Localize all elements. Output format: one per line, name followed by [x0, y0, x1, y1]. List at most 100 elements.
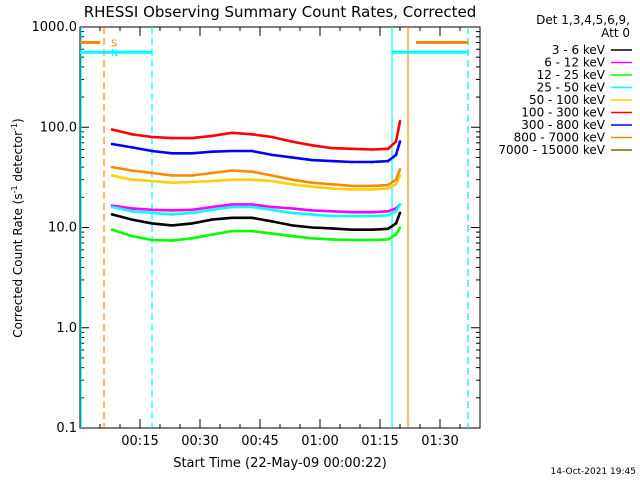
flag-label: S — [111, 39, 117, 50]
data-point — [270, 232, 274, 235]
data-point — [310, 158, 314, 162]
x-tick-label: 01:00 — [301, 434, 338, 449]
data-point — [190, 211, 194, 215]
data-point — [310, 181, 314, 184]
data-point — [350, 238, 354, 242]
data-point — [386, 238, 390, 241]
data-point — [170, 174, 174, 177]
data-point — [270, 179, 274, 183]
data-point — [386, 187, 390, 190]
data-point — [370, 238, 374, 242]
data-point — [190, 136, 194, 140]
data-point — [130, 210, 134, 213]
data-point — [370, 160, 374, 164]
data-point — [190, 222, 194, 225]
data-point — [370, 228, 374, 232]
data-point — [310, 209, 314, 212]
y-tick-label: 1.0 — [56, 321, 77, 336]
data-point — [350, 147, 354, 151]
data-point — [170, 239, 174, 242]
legend-header-2: Att 0 — [601, 26, 630, 40]
data-point — [150, 208, 154, 212]
data-point — [398, 226, 402, 229]
data-point — [270, 220, 274, 223]
data-point — [230, 205, 234, 209]
data-point — [210, 205, 214, 209]
data-point — [270, 135, 274, 139]
legend-label: 6 - 12 keV — [544, 56, 606, 70]
data-point — [370, 184, 374, 188]
data-point — [250, 203, 254, 206]
data-point — [110, 228, 114, 232]
data-point — [290, 211, 294, 215]
data-point — [170, 136, 174, 140]
data-point — [394, 233, 398, 236]
data-point — [398, 174, 402, 177]
data-point — [130, 178, 134, 181]
data-point — [230, 178, 234, 181]
data-point — [210, 208, 214, 212]
data-point — [130, 218, 134, 221]
data-point — [150, 149, 154, 153]
data-point — [270, 153, 274, 157]
data-point — [330, 227, 334, 230]
svg-text:Corrected Count Rate (s-1 dete: Corrected Count Rate (s-1 detector-1) — [10, 118, 25, 337]
data-point — [330, 187, 334, 190]
data-point — [370, 148, 374, 151]
legend-label: 3 - 6 keV — [552, 43, 606, 57]
data-point — [130, 234, 134, 238]
data-point — [330, 210, 334, 213]
data-point — [250, 149, 254, 153]
x-tick-label: 00:30 — [181, 434, 218, 449]
legend-label: 50 - 100 keV — [529, 93, 606, 107]
data-point — [394, 222, 398, 225]
data-point — [150, 179, 154, 183]
data-point — [170, 224, 174, 227]
data-point — [398, 140, 402, 143]
data-point — [270, 208, 274, 212]
series-line — [111, 141, 402, 164]
data-point — [250, 178, 254, 181]
data-point — [386, 214, 390, 217]
plot-area: 1000.0 100.0 10.0 1.0 0.1 00:15 00:30 00:45 01:… — [32, 20, 481, 449]
data-point — [394, 210, 398, 213]
data-point — [270, 205, 274, 209]
data-point — [250, 229, 254, 233]
data-point — [386, 210, 390, 213]
data-point — [250, 170, 254, 174]
data-point — [210, 150, 214, 154]
legend-label: 25 - 50 keV — [537, 81, 606, 95]
data-point — [398, 168, 402, 171]
data-point — [290, 178, 294, 181]
data-point — [330, 214, 334, 218]
y-tick-label: 1000.0 — [32, 20, 78, 35]
data-point — [290, 224, 294, 227]
series-line — [111, 120, 402, 151]
series-line — [111, 174, 402, 191]
data-point — [386, 147, 390, 151]
y-tick-label: 10.0 — [48, 221, 77, 236]
data-point — [350, 210, 354, 214]
x-tick-label: 01:15 — [361, 434, 398, 449]
data-point — [110, 165, 114, 169]
data-point — [110, 205, 114, 209]
data-point — [398, 211, 402, 215]
data-point — [210, 134, 214, 138]
y-tick-label: 100.0 — [40, 120, 77, 135]
data-point — [110, 213, 114, 216]
data-point — [394, 182, 398, 186]
data-point — [130, 146, 134, 149]
data-point — [310, 226, 314, 229]
x-tick-label: 00:45 — [241, 434, 278, 449]
svg-text:Start Time (22-May-09 00:00:22: Start Time (22-May-09 00:00:22) — [173, 456, 387, 471]
legend-label: 7000 - 15000 keV — [498, 143, 605, 157]
data-point — [386, 183, 390, 187]
data-point — [190, 180, 194, 184]
data-point — [350, 184, 354, 188]
data-point — [110, 174, 114, 177]
data-point — [210, 179, 214, 183]
data-point — [310, 213, 314, 216]
data-point — [110, 128, 114, 131]
legend-label: 300 - 800 keV — [521, 118, 605, 132]
